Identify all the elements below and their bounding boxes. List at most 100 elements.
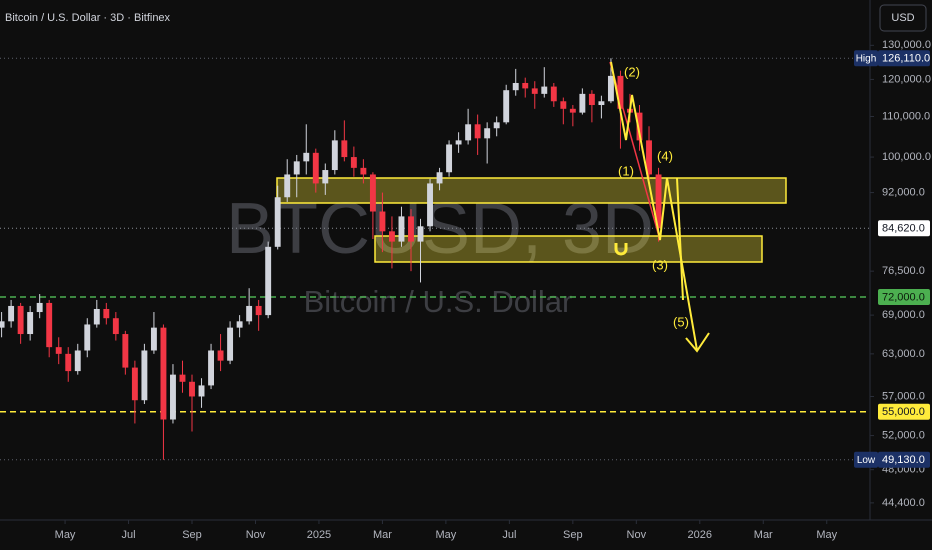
candle-body <box>446 144 453 173</box>
candle-body <box>598 101 605 106</box>
candle-body <box>455 140 462 145</box>
wave-path <box>610 61 698 351</box>
price-tag-name: Low <box>857 455 876 466</box>
candle-body <box>369 174 376 212</box>
candle-body <box>417 226 424 242</box>
chart-title: Bitcoin / U.S. Dollar · 3D · Bitfinex <box>5 12 171 24</box>
candle-body <box>436 172 443 184</box>
price-tag-name-box <box>854 50 878 67</box>
candle-body <box>246 305 253 322</box>
x-tick-label: 2025 <box>307 529 331 541</box>
watermark-name: Bitcoin / U.S. Dollar <box>304 284 573 319</box>
candle-body <box>579 93 586 113</box>
candle-body <box>179 374 186 382</box>
candle-body <box>284 174 291 198</box>
projection-line <box>609 61 661 241</box>
resistance-zone <box>276 177 787 204</box>
wave-label: (3) <box>652 257 668 272</box>
price-tag <box>878 288 930 305</box>
candle-body <box>103 308 110 319</box>
y-tick-label: 100,000.0 <box>882 151 931 163</box>
candle-body <box>531 88 538 94</box>
candle-body <box>398 216 405 242</box>
candle-body <box>465 124 472 141</box>
candle-body <box>17 305 24 335</box>
candle-body <box>46 302 53 348</box>
candle-body <box>541 86 548 94</box>
y-tick-label: 76,500.0 <box>882 265 925 277</box>
price-tag <box>878 220 930 237</box>
candle-body <box>150 327 157 351</box>
y-tick-label: 130,000.0 <box>882 39 931 51</box>
candle-body <box>112 318 119 335</box>
price-tag-label: 55,000.0 <box>882 406 925 418</box>
candle-body <box>617 75 624 109</box>
candle-body <box>569 108 576 113</box>
candle-body <box>655 174 662 229</box>
candle-body <box>84 324 91 351</box>
candle-body <box>55 347 62 354</box>
y-tick-label: 57,000.0 <box>882 390 925 402</box>
candle-body <box>474 124 481 139</box>
arrow-head <box>685 332 710 353</box>
x-tick-label: Mar <box>373 529 392 541</box>
candle-body <box>160 327 167 420</box>
candle-body <box>379 211 386 232</box>
candle-body <box>122 334 129 368</box>
price-tag <box>878 451 930 468</box>
candle-body <box>170 374 176 420</box>
candle-body <box>512 82 519 91</box>
x-tick-label: Sep <box>182 529 202 541</box>
x-tick-label: Nov <box>246 529 266 541</box>
annotations: (1) (2) (3) (4) (5) <box>618 64 689 329</box>
price-tag-label: 72,000.0 <box>882 291 925 303</box>
candle-body <box>36 302 43 313</box>
price-tag-label: 126,110.0 <box>882 53 930 65</box>
candle-body <box>27 312 34 335</box>
candle-body <box>141 350 148 401</box>
candle-body <box>607 75 614 102</box>
y-tick-label: 63,000.0 <box>882 348 925 360</box>
currency-button[interactable] <box>879 4 927 32</box>
candle-body <box>560 101 567 109</box>
candle-body <box>217 350 224 361</box>
x-tick-label: Jul <box>502 529 516 541</box>
candle-body <box>550 86 557 102</box>
x-tick-label: Jul <box>122 529 136 541</box>
candle-body <box>341 140 348 158</box>
candle-body <box>331 140 338 171</box>
y-tick-label: 120,000.0 <box>882 73 931 85</box>
candle-body <box>388 231 395 242</box>
y-tick-label: 69,000.0 <box>882 309 925 321</box>
candle-body <box>293 161 300 175</box>
y-tick-label: 110,000.0 <box>882 110 930 122</box>
candle-body <box>588 93 595 106</box>
price-tag <box>878 403 930 420</box>
price-tag-label: 84,620.0 <box>882 223 925 235</box>
candle-body <box>322 170 329 184</box>
candle-body <box>646 140 652 175</box>
wave-label: (4) <box>657 148 673 163</box>
candle-body <box>312 152 319 184</box>
candle-body <box>255 305 262 316</box>
price-lines <box>0 57 870 461</box>
y-tick-label: 52,000.0 <box>882 429 925 441</box>
candle-body <box>493 122 500 129</box>
price-tag-name: High <box>856 53 877 64</box>
wave-label: (5) <box>673 314 689 329</box>
candle-body <box>93 308 100 325</box>
price-tag-label: 49,130.0 <box>882 454 925 466</box>
currency-label[interactable]: USD <box>891 12 914 24</box>
candle-body <box>227 327 234 361</box>
candle-body <box>360 167 367 175</box>
x-tick-label: May <box>436 529 457 541</box>
candle-body <box>265 246 272 316</box>
y-tick-label: 92,000.0 <box>882 186 925 198</box>
candle-body <box>189 381 195 397</box>
x-tick-label: May <box>55 529 76 541</box>
candle-body <box>65 353 72 372</box>
candle-body <box>198 385 205 397</box>
candle-body <box>503 90 510 123</box>
